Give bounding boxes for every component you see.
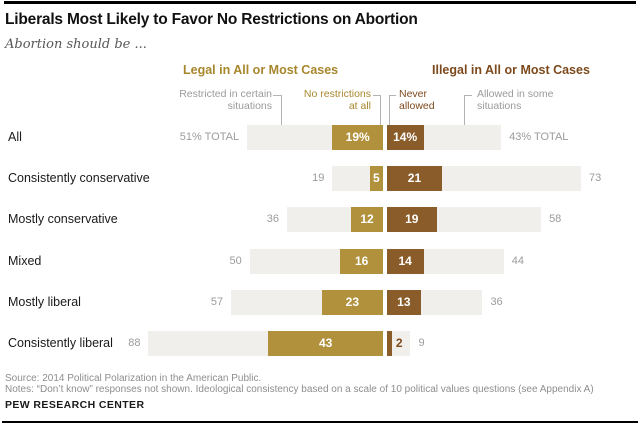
row-left-total-label: 57 — [210, 295, 224, 308]
bar-value-label: 43 — [319, 336, 333, 350]
bar-value-label: 23 — [345, 294, 360, 309]
bar-value-label: 19 — [405, 212, 419, 227]
bar-segment-no-restrictions: 23 — [321, 289, 383, 315]
annotation-allowed-some-line1: Allowed in some — [477, 88, 554, 100]
row-category-label: Consistently conservative — [8, 171, 150, 186]
row-left-total-label: 19 — [312, 172, 325, 185]
bar-segment-allowed-some — [421, 289, 483, 315]
row-left-total-label: 50 — [229, 254, 242, 267]
annotation-never-allowed: Never allowed — [399, 88, 469, 112]
annotation-restricted: Restricted in certain situations — [150, 88, 272, 112]
bottom-rule — [2, 421, 638, 423]
bar-segment-allowed-some — [391, 331, 411, 356]
row-left-total-label: 51% TOTAL — [179, 131, 240, 143]
bar-value-label: 19% — [345, 130, 370, 144]
connector-restricted-h — [273, 95, 281, 96]
row-category-label: Mixed — [8, 253, 42, 268]
bar-segment-no-restrictions: 16 — [340, 248, 383, 274]
bar-row: Consistently liberal 88 43 2 9 — [0, 331, 640, 356]
bar-segment-no-restrictions: 43 — [268, 331, 383, 356]
bar-segment-restricted — [287, 207, 351, 233]
row-right-total-label: 36 — [490, 295, 503, 308]
chart-title: Liberals Most Likely to Favor No Restric… — [5, 11, 418, 28]
annotation-restricted-line2: situations — [227, 99, 272, 112]
annotation-no-restrictions-line2: at all — [348, 99, 371, 112]
source-line: Source: 2014 Political Polarization in t… — [5, 373, 262, 384]
bar-row: All 51% TOTAL 19% 14% 43% TOTAL — [0, 125, 640, 150]
annotation-never-allowed-line1: Never — [399, 88, 428, 100]
bar-segment-allowed-some — [423, 125, 502, 150]
legal-group-header: Legal in All or Most Cases — [183, 63, 339, 77]
bar-segment-restricted — [231, 289, 322, 315]
bar-segment-restricted — [249, 248, 341, 274]
bar-segment-allowed-some — [437, 207, 542, 233]
bar-segment-never-allowed — [386, 331, 392, 356]
connector-never-allowed-h — [389, 95, 396, 96]
notes-line: Notes: “Don’t know” responses not shown.… — [5, 384, 594, 395]
connector-never-allowed-v — [389, 95, 390, 127]
bar-value-label: 14% — [393, 130, 418, 144]
annotation-never-allowed-line2: allowed — [399, 99, 435, 112]
bar-row: Mostly liberal 57 23 13 36 — [0, 289, 640, 315]
annotation-no-restrictions: No restrictions at all — [269, 88, 371, 112]
row-category-label: All — [8, 130, 22, 144]
bar-segment-no-restrictions: 12 — [351, 207, 383, 233]
bar-segment-never-allowed: 13 — [386, 289, 422, 315]
row-left-total-label: 88 — [128, 337, 141, 349]
bar-value-label: 13 — [397, 294, 411, 309]
bar-segment-restricted — [332, 166, 370, 192]
bar-segment-never-allowed: 21 — [386, 166, 443, 192]
bar-segment-restricted — [247, 125, 333, 150]
bar-segment-allowed-some — [423, 248, 504, 274]
bar-row: Consistently conservative 19 5 21 73 — [0, 166, 640, 192]
annotation-no-restrictions-line1: No restrictions — [303, 88, 371, 100]
connector-allowed-some-h — [464, 95, 472, 96]
bar-row: Mixed 50 16 14 44 — [0, 248, 640, 274]
bar-value-label: 14 — [398, 253, 412, 268]
bar-value-label: 12 — [360, 212, 374, 227]
row-right-total-label: 73 — [589, 172, 602, 185]
bar-segment-never-allowed: 14 — [386, 248, 424, 274]
row-right-total-label: 43% TOTAL — [509, 131, 569, 143]
bar-value-label-outside: 2 — [395, 336, 403, 350]
bar-segment-no-restrictions: 5 — [369, 166, 383, 192]
bar-value-label: 5 — [372, 171, 380, 186]
bar-segment-never-allowed: 14% — [386, 125, 424, 150]
row-category-label: Consistently liberal — [8, 336, 113, 350]
row-right-total-label: 58 — [549, 213, 562, 226]
row-right-total-label: 9 — [418, 337, 425, 349]
bar-row: Mostly conservative 36 12 19 58 — [0, 207, 640, 233]
row-category-label: Mostly conservative — [8, 212, 118, 227]
top-rule — [4, 1, 636, 4]
row-left-total-label: 36 — [266, 213, 280, 226]
row-right-total-label: 44 — [511, 254, 524, 267]
chart-subtitle: Abortion should be ... — [5, 37, 147, 52]
brand-label: PEW RESEARCH CENTER — [5, 399, 145, 411]
bar-segment-never-allowed: 19 — [386, 207, 438, 233]
annotation-allowed-some: Allowed in some situations — [477, 88, 587, 112]
bar-segment-restricted — [148, 331, 269, 356]
bar-segment-no-restrictions: 19% — [332, 125, 383, 150]
bar-segment-allowed-some — [442, 166, 582, 192]
connector-no-restrictions-v — [380, 95, 381, 127]
bar-value-label: 21 — [407, 171, 422, 186]
connector-no-restrictions-h — [373, 95, 380, 96]
connector-restricted-v — [281, 95, 282, 132]
row-category-label: Mostly liberal — [8, 294, 81, 309]
illegal-group-header: Illegal in All or Most Cases — [432, 63, 590, 77]
annotation-allowed-some-line2: situations — [477, 99, 522, 112]
annotation-restricted-line1: Restricted in certain — [179, 88, 272, 100]
bar-value-label: 16 — [354, 253, 369, 268]
connector-allowed-some-v — [464, 95, 465, 132]
